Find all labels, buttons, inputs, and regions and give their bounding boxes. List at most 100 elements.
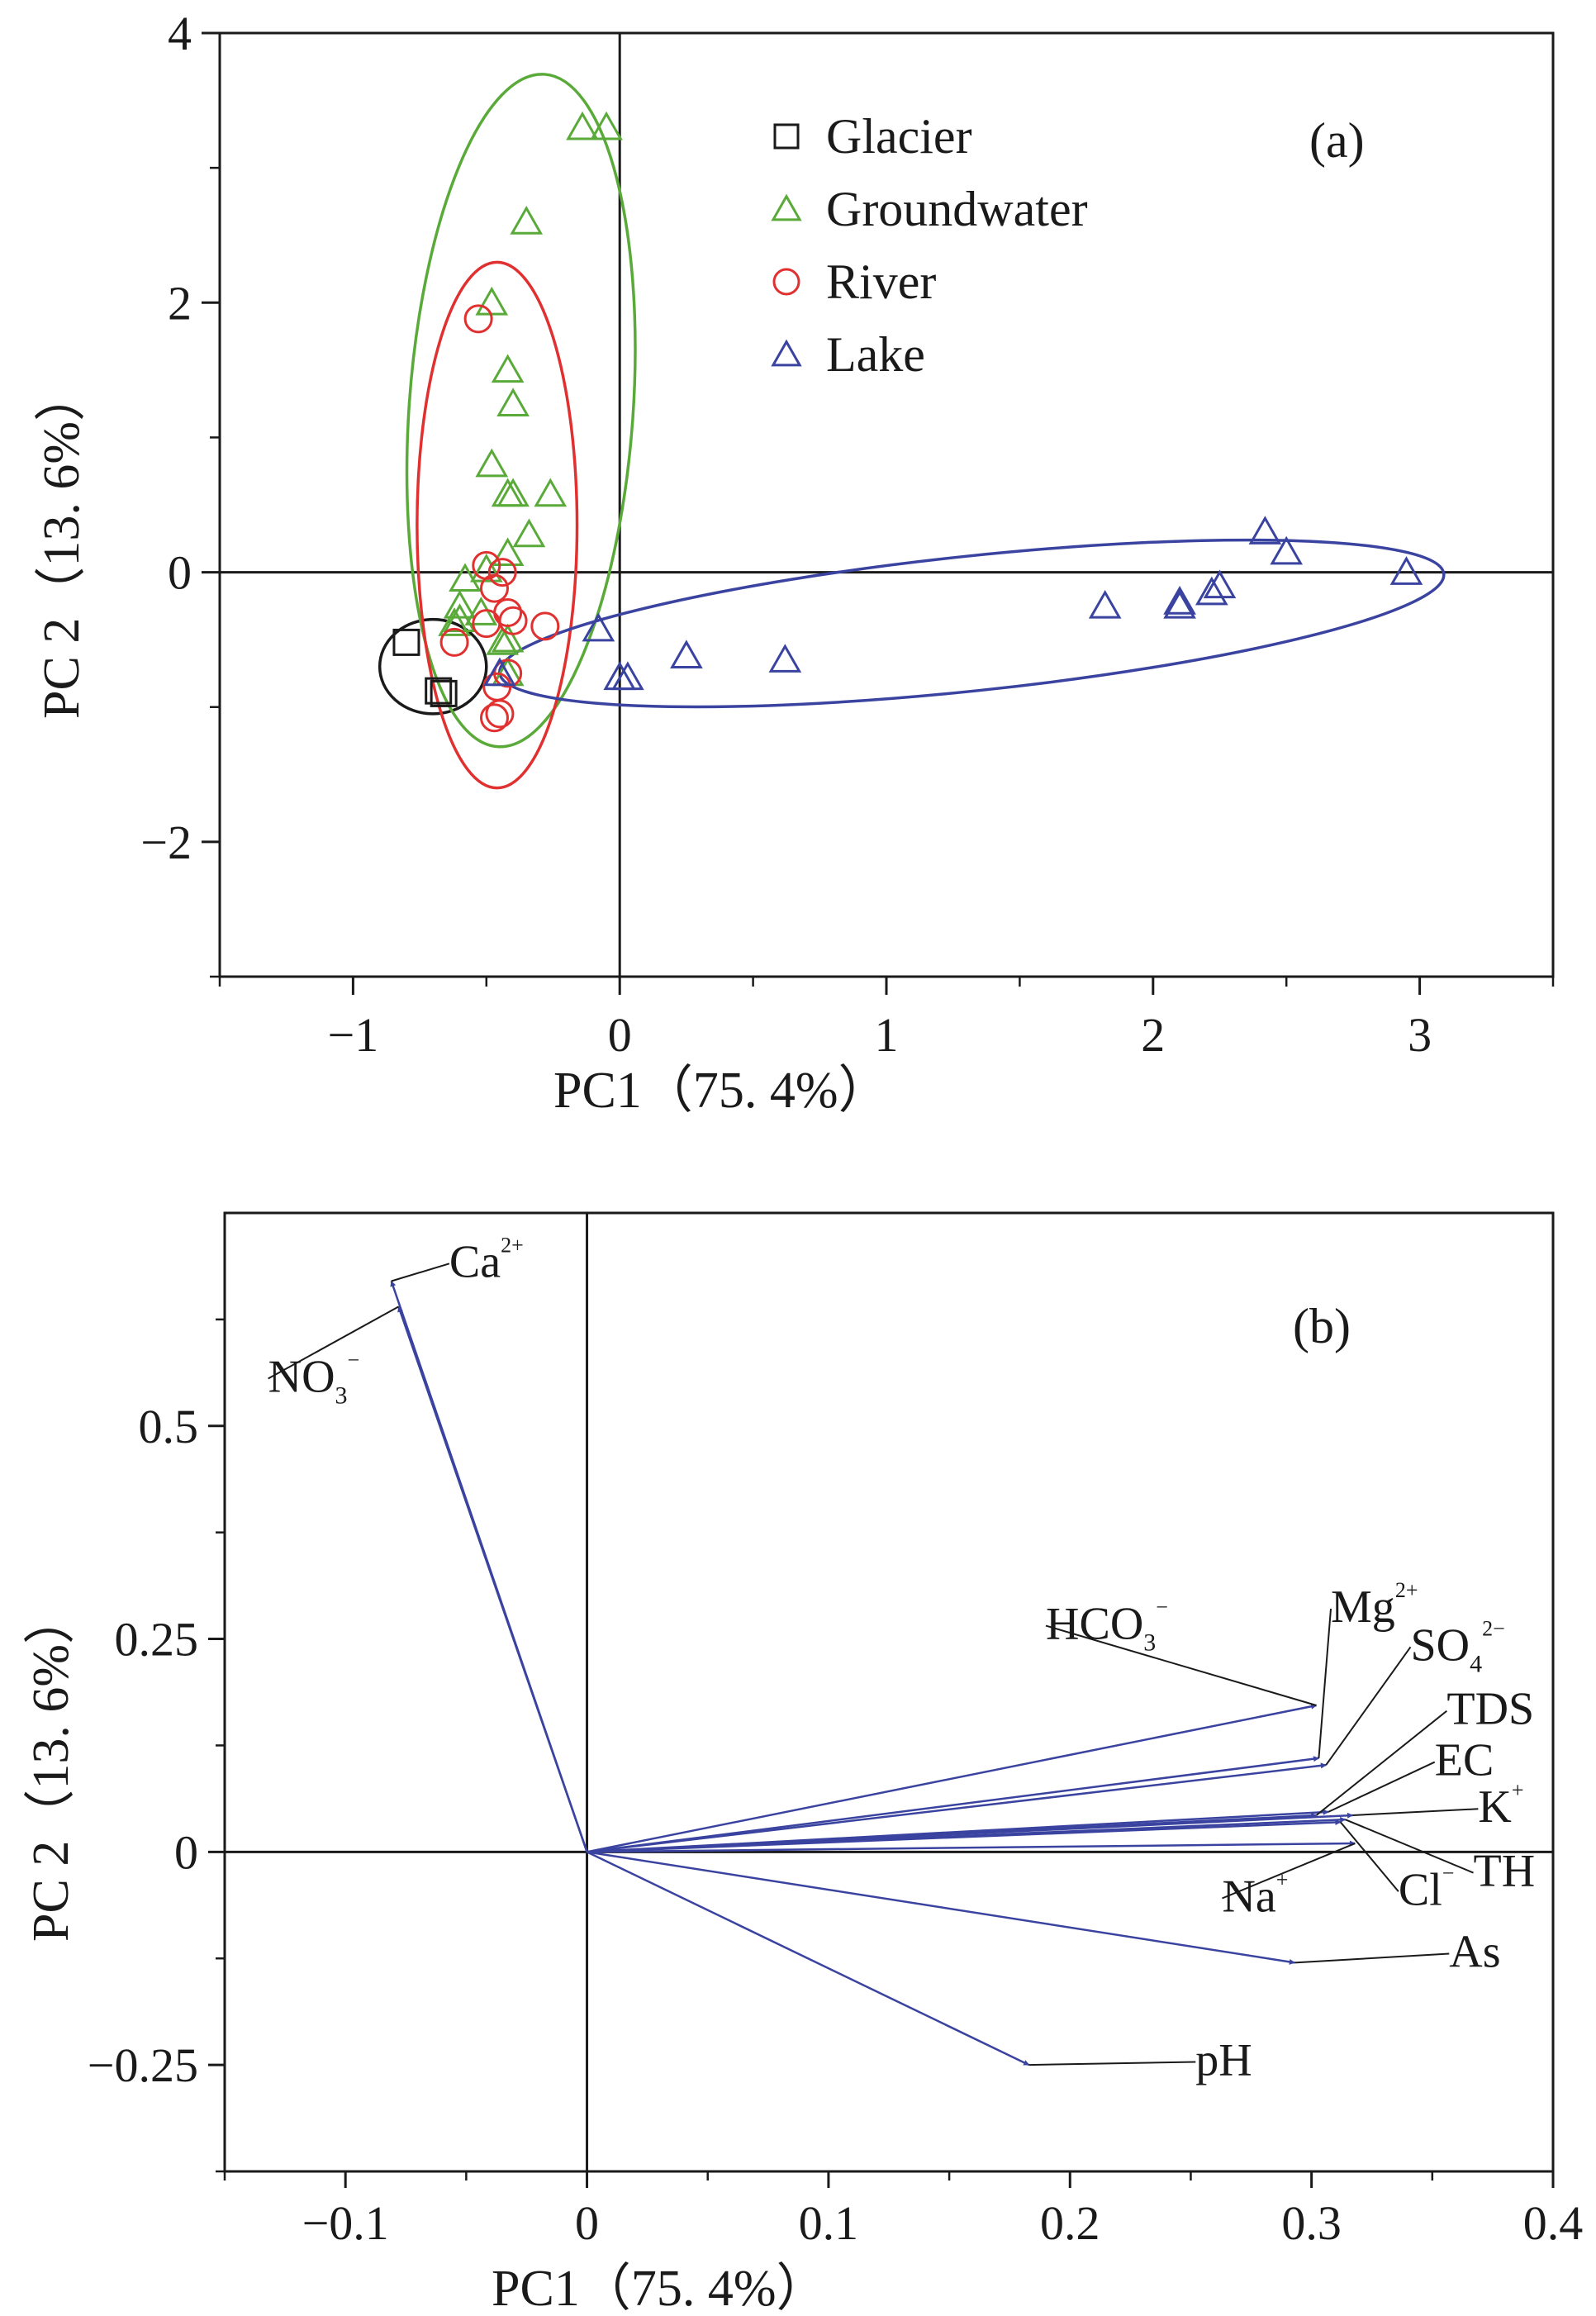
plot-frame [218, 31, 1555, 978]
lake-point [1195, 576, 1228, 606]
y-tick-label: 0.25 [115, 1613, 199, 1667]
groundwater-point [449, 563, 482, 592]
x-tick-label: 2 [1141, 1008, 1165, 1062]
river-point [498, 606, 528, 635]
groundwater-point [491, 537, 525, 567]
y-axis-title: PC 2（13. 6%） [23, 1593, 79, 1942]
groundwater-point [486, 625, 520, 655]
na-leader-line [1222, 1843, 1356, 1900]
lake-point [1203, 569, 1237, 599]
x-axis-title: PC1（75. 4%） [553, 1063, 889, 1119]
lake-point [483, 657, 516, 687]
lake-point [582, 612, 615, 642]
so-loading-label: SO42− [1411, 1616, 1505, 1677]
ca-loading-label: Ca2+ [449, 1233, 524, 1287]
groundwater-point [496, 388, 530, 416]
x-tick-label: 1 [875, 1008, 899, 1062]
river-cluster-ellipse [416, 260, 579, 790]
x-axis-title: PC1（75. 4%） [492, 2261, 827, 2316]
river-point [439, 627, 469, 657]
river-point [487, 558, 517, 587]
lake-point [1389, 556, 1423, 585]
k-loading-label: K+ [1478, 1778, 1523, 1833]
groundwater-point [590, 111, 623, 140]
groundwater-cluster-ellipse [405, 73, 637, 749]
ec-leader-line [1328, 1761, 1436, 1813]
tds-loading-label: TDS [1446, 1684, 1534, 1735]
hco-loading-arrow [587, 1703, 1318, 1853]
panel-label: (b) [1293, 1299, 1351, 1353]
hco-loading-label: HCO3− [1046, 1596, 1168, 1657]
panel-label: (a) [1309, 113, 1365, 168]
no-loading-arrow [397, 1305, 588, 1852]
zero-lines [225, 1213, 1553, 2171]
cluster-ellipses [378, 73, 1446, 790]
lake-point [1248, 516, 1282, 545]
loading-arrows [390, 1280, 1356, 2066]
x-tick-label: 0 [575, 2196, 599, 2250]
groundwater-point [438, 607, 471, 636]
hco-leader-line [1045, 1624, 1317, 1706]
glacier-point [425, 677, 453, 705]
x-tick-label: 0.4 [1523, 2196, 1584, 2250]
th-loading-arrow [587, 1816, 1347, 1853]
glacier-cluster-ellipse [378, 617, 488, 716]
groundwater-point [475, 448, 509, 478]
zero-lines [220, 33, 1553, 977]
x-tick-label: 0.3 [1281, 2196, 1342, 2250]
lake-legend-marker [771, 339, 802, 367]
pca-scores-panel: −1 0 1 2 3 −2 0 2 4 (a) Glacier Groundwater River L… [34, 7, 1555, 1119]
glacier-legend-label: Glacier [826, 109, 972, 164]
river-point [472, 609, 501, 639]
lake-legend-label: Lake [826, 327, 925, 382]
river-point [463, 304, 493, 334]
x-tick-label: −0.1 [302, 2196, 389, 2250]
so-leader-line [1325, 1646, 1412, 1766]
lake-cluster-ellipse [498, 538, 1446, 709]
as-loading-arrow [587, 1851, 1295, 1965]
river-point [530, 611, 560, 641]
lake-point [1163, 589, 1196, 619]
groundwater-point [534, 478, 568, 507]
groundwater-point [469, 553, 503, 583]
no-loading-label: NO3− [268, 1348, 360, 1410]
k-leader-line [1352, 1808, 1479, 1816]
legend: Glacier Groundwater River Lake [771, 109, 1088, 382]
glacier-point [392, 628, 420, 656]
as-leader-line [1294, 1952, 1450, 1964]
x-tick-label: 0 [608, 1008, 632, 1062]
glacier-point [430, 679, 458, 707]
river-legend-label: River [826, 254, 936, 309]
groundwater-point [512, 518, 546, 548]
river-point [479, 573, 509, 603]
groundwater-point [496, 478, 530, 507]
na-loading-arrow [587, 1840, 1356, 1853]
tds-leader-line [1315, 1710, 1447, 1816]
axis-ticks: −1 0 1 2 3 −2 0 2 4 [140, 7, 1555, 1062]
mg-loading-label: Mg2+ [1331, 1578, 1418, 1633]
ph-leader-line [1028, 2061, 1196, 2066]
lake-point [611, 661, 644, 691]
x-tick-label: 0.1 [799, 2196, 859, 2250]
y-tick-label: −2 [140, 816, 192, 869]
groundwater-legend-label: Groundwater [826, 182, 1088, 236]
y-tick-label: 2 [168, 276, 192, 330]
th-leader-line [1345, 1819, 1474, 1874]
y-tick-label: −0.25 [88, 2038, 198, 2092]
y-tick-label: 0.5 [139, 1400, 199, 1453]
groundwater-point [566, 111, 599, 140]
cl-loading-label: Cl− [1399, 1861, 1455, 1915]
river-point [479, 703, 509, 733]
groundwater-legend-marker [771, 193, 802, 221]
ec-loading-label: EC [1435, 1735, 1494, 1786]
lake-point [768, 644, 802, 673]
axis-ticks: −0.1 0 0.1 0.2 0.3 0.4 −0.25 0 0.25 0.5 [88, 1318, 1584, 2250]
glacier-legend-marker [773, 123, 800, 150]
groundwater-point [510, 205, 544, 235]
groundwater-point [464, 597, 498, 625]
y-tick-label: 0 [174, 1825, 198, 1879]
no-leader-line [268, 1305, 399, 1380]
mg-loading-arrow [587, 1756, 1320, 1853]
